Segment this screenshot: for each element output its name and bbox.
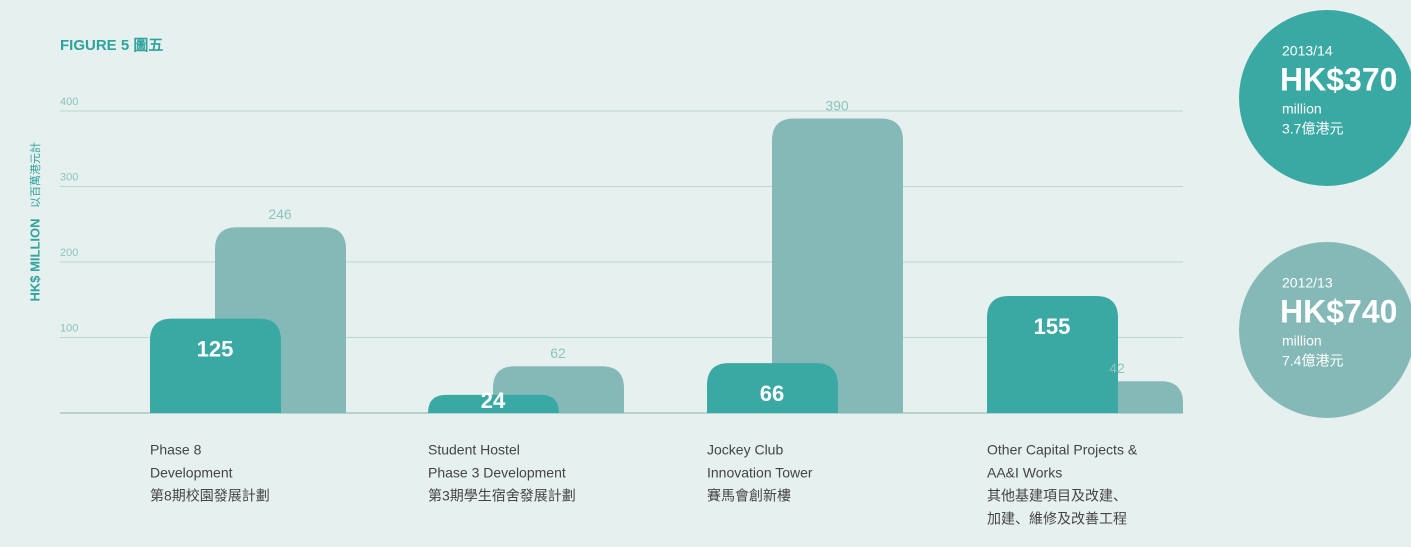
y-tick-label: 400 (60, 96, 78, 108)
value-label: 24 (481, 388, 506, 413)
x-tick-label: Development (150, 465, 233, 481)
value-label: 66 (760, 381, 784, 406)
y-tick-label: 300 (60, 171, 78, 183)
value-label: 155 (1034, 314, 1071, 339)
bar (772, 118, 903, 414)
value-label: 42 (1109, 360, 1125, 376)
chart-title: FIGURE 5 圖五 (60, 36, 163, 54)
x-tick-label: Other Capital Projects & (987, 442, 1138, 458)
total-circle (1239, 242, 1411, 418)
bar (150, 318, 281, 413)
x-tick-label: 加建、維修及改善工程 (987, 511, 1127, 527)
x-tick-label: Phase 8 (150, 442, 202, 458)
value-label: 246 (268, 206, 292, 222)
value-label: 125 (197, 336, 234, 361)
x-tick-label: Innovation Tower (707, 465, 813, 481)
bar (428, 394, 559, 413)
y-axis-label-group: HK$ MILLION 以百萬港元計 (27, 142, 42, 302)
y-axis-label-zh: 以百萬港元計 (28, 142, 42, 208)
total-circle (1239, 10, 1411, 186)
x-tick-label: Jockey Club (707, 442, 783, 458)
x-tick-label: 賽馬會創新樓 (707, 488, 791, 504)
value-label: 390 (825, 97, 849, 113)
x-tick-label: 第3期學生宿舍發展計劃 (428, 488, 576, 504)
legend-label: 2013/14 (1282, 43, 1333, 59)
y-axis-label: HK$ MILLION (27, 218, 42, 301)
bar (707, 363, 838, 413)
total-label: HK$370 (1280, 61, 1397, 97)
total-unit: million (1282, 333, 1322, 349)
total-label: HK$740 (1280, 293, 1397, 329)
x-tick-label: AA&I Works (987, 465, 1062, 481)
y-tick-label: 100 (60, 322, 78, 334)
legend-label: 2012/13 (1282, 275, 1333, 291)
value-label: 62 (550, 345, 566, 361)
total-unit: million (1282, 101, 1322, 117)
total-zh: 3.7億港元 (1282, 121, 1343, 137)
x-tick-label: 其他基建項目及改建、 (987, 488, 1127, 504)
x-tick-label: Phase 3 Development (428, 465, 566, 481)
x-tick-label: Student Hostel (428, 442, 520, 458)
x-tick-label: 第8期校園發展計劃 (150, 488, 270, 504)
y-tick-label: 200 (60, 247, 78, 259)
total-zh: 7.4億港元 (1282, 353, 1343, 369)
bar (987, 295, 1118, 413)
